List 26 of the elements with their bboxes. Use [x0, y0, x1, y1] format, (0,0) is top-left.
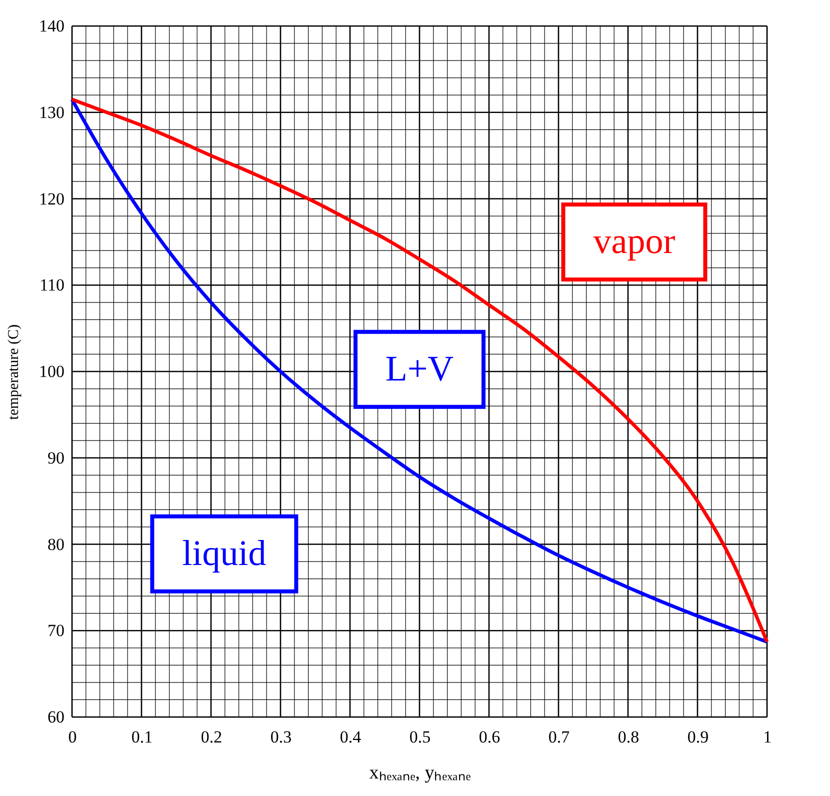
- y-axis-title: temperature (C): [6, 324, 22, 420]
- x-tick-label: 0.3: [270, 728, 292, 746]
- x-tick-label: 0.2: [200, 728, 222, 746]
- x-tick-label: 0.8: [618, 728, 640, 746]
- y-tick-label: 100: [39, 362, 64, 381]
- x-tick-label: 0.1: [131, 728, 153, 746]
- y-tick-label: 60: [48, 708, 64, 726]
- line-series: [70, 98, 769, 644]
- y-tick-label: 110: [40, 276, 64, 295]
- y-tick-label: 130: [39, 102, 64, 122]
- x-tick-label: 0.4: [340, 728, 362, 746]
- y-tick-label: 140: [39, 16, 64, 36]
- y-tick-label: 80: [48, 534, 64, 554]
- annotation: L+V: [385, 348, 454, 388]
- x-tick-label: 1: [763, 728, 772, 746]
- annotation: liquid: [182, 532, 266, 573]
- x-tick-label: 0.6: [478, 728, 500, 746]
- y-tick-label: 90: [48, 448, 64, 468]
- x-tick-label: 0: [68, 728, 77, 746]
- y-tick-label: 120: [39, 189, 64, 208]
- x-tick-label: 0.9: [687, 728, 709, 746]
- annotation: vapor: [593, 220, 676, 261]
- x-axis-title: xₕₑₓₐₙₑ, yₕₑₓₐₙₑ: [369, 762, 471, 784]
- x-tick-label: 0.5: [409, 728, 431, 746]
- x-tick-label: 0.7: [548, 728, 570, 746]
- y-tick-label: 70: [48, 621, 64, 640]
